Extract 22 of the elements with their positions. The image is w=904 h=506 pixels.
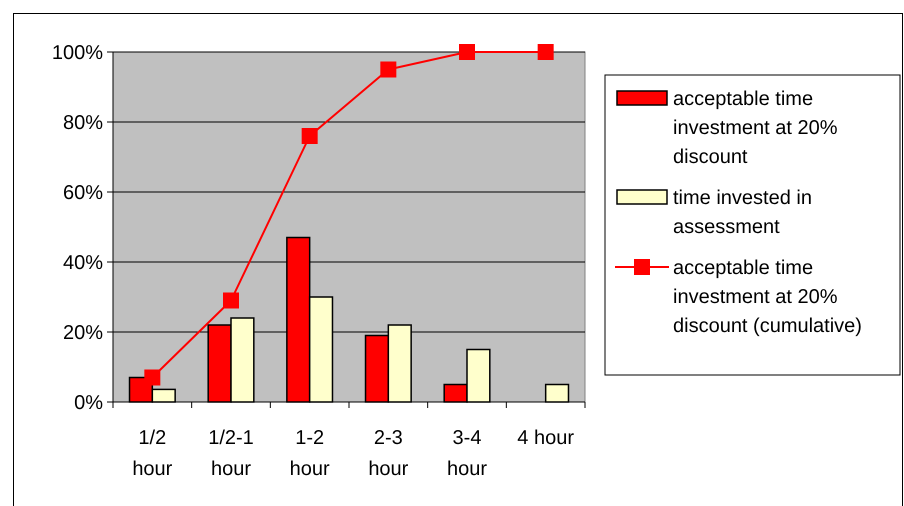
y-tick-label: 60% (62, 182, 104, 204)
x-tick-label: 1-2 hour (290, 427, 330, 480)
point (223, 292, 239, 308)
y-tick-label: 0% (74, 392, 104, 414)
x-tick-label: 3-4 hour (446, 427, 488, 480)
y-tick-label: 100% (52, 42, 104, 64)
bar (544, 384, 570, 403)
legend-label: time invested in assessment (673, 187, 812, 238)
y-tick-label: 80% (62, 112, 104, 134)
x-tick-label: 4 hour (517, 427, 574, 449)
point (459, 44, 475, 60)
y-tick-label: 20% (62, 322, 104, 344)
y-tick-label: 40% (62, 252, 104, 274)
legend-label: acceptable time investment at 20% discount (cumulative) (673, 257, 862, 337)
x-tick-label: 1/2-1 hour (208, 427, 254, 480)
legend-label: acceptable time investment at 20% discount (673, 88, 838, 168)
point (380, 62, 396, 78)
point (302, 128, 318, 144)
point (144, 370, 160, 386)
x-tick-label: 2-3 hour (368, 427, 409, 480)
point (538, 44, 554, 60)
x-tick-label: 1/2 hour (132, 427, 173, 480)
